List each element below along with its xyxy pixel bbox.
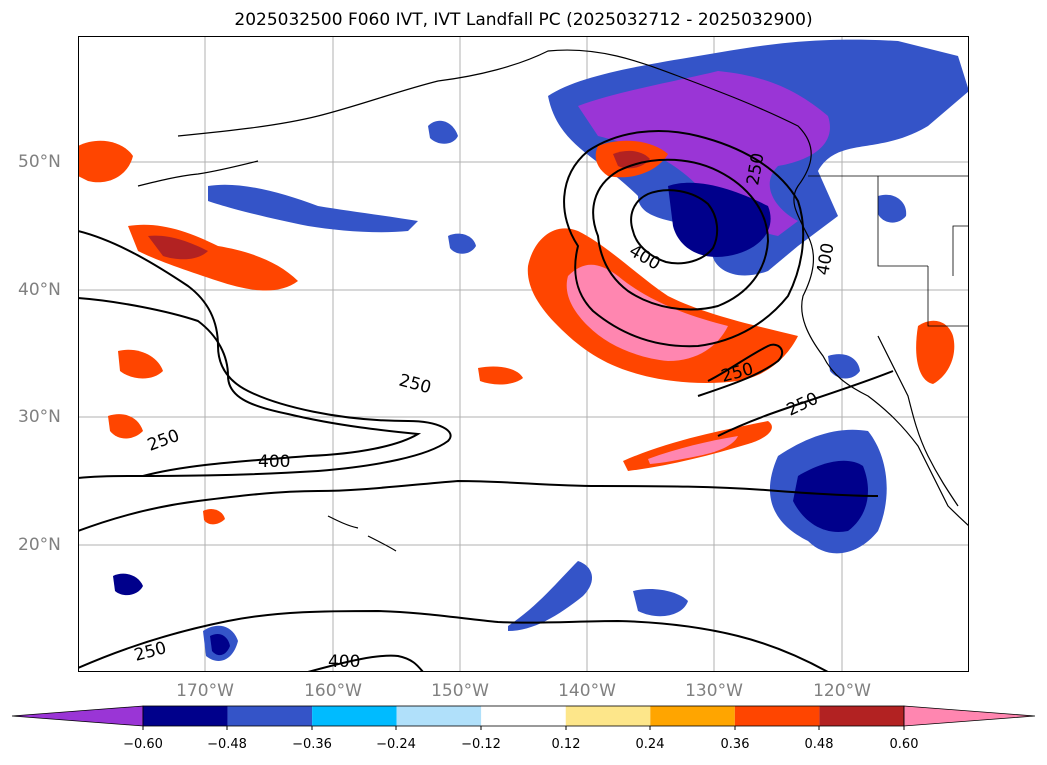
cb-label-pos024: 0.24 [635, 737, 665, 752]
small-negative-blob-1 [428, 120, 458, 144]
contour-west-250-outer [78, 230, 452, 479]
small-negative-blob-2 [448, 233, 476, 254]
cb-label-neg036: −0.36 [292, 737, 332, 752]
contour-gyre-outer [563, 130, 805, 348]
colorbar-border [142, 705, 905, 727]
colorbar-segments [11, 705, 1036, 727]
negative-pc-regions [113, 39, 969, 661]
colorbar-segment-3 [312, 706, 397, 726]
west-positive-blob-2 [108, 414, 143, 439]
small-negative-blob-3 [828, 354, 860, 379]
colorbar-ticks [142, 726, 905, 730]
aleutian-islands [137, 160, 259, 187]
cb-label-pos048: 0.48 [804, 737, 834, 752]
cb-label-neg060: −0.60 [123, 737, 163, 752]
nw-pacific-dark-core [148, 235, 208, 260]
far-west-positive-blob [78, 140, 133, 183]
state-border-1 [877, 176, 928, 267]
state-border-2 [927, 266, 969, 327]
colorbar-segment-8 [734, 706, 820, 726]
central-positive-blob [478, 366, 523, 385]
lon-label-140w: 140°W [558, 681, 616, 701]
state-borders [808, 175, 969, 327]
cb-label-pos060: 0.60 [889, 737, 919, 752]
lon-label-130w: 130°W [685, 681, 743, 701]
lon-label-120w: 120°W [813, 681, 871, 701]
contour-east-250 [717, 370, 894, 437]
contour-inner-250 [697, 343, 784, 397]
south-negative-blob [633, 589, 688, 617]
cb-label-pos012: 0.12 [551, 737, 581, 752]
lat-label-40n: 40°N [18, 280, 61, 300]
ivt-map: 250 400 250 400 250 400 250 250 250 400 … [78, 36, 969, 672]
atmospheric-river-core [566, 264, 728, 361]
map-border [78, 36, 969, 672]
south-central-negative-band [508, 561, 593, 631]
lat-label-20n: 20°N [18, 535, 61, 555]
contour-gyre-mid [592, 158, 770, 311]
contour-south-400 [78, 609, 829, 672]
baja-coastline [877, 335, 959, 507]
colorbar-segment-1 [143, 706, 228, 726]
subtropical-jet-core [648, 436, 738, 464]
lat-label-50n: 50°N [18, 152, 61, 172]
west-positive-blob-1 [118, 349, 163, 379]
west-negative-blob [113, 573, 143, 596]
lon-label-160w: 160°W [304, 681, 362, 701]
contour-label-400-a: 400 [258, 452, 290, 472]
state-border-3 [952, 225, 969, 276]
contour-gyre-inner [630, 189, 719, 265]
colorbar [11, 705, 1036, 730]
contour-west-400-inner [78, 297, 422, 477]
colorbar-segment-6 [565, 706, 651, 726]
lat-label-30n: 30°N [18, 407, 61, 427]
north-central-dark-core [613, 150, 650, 169]
small-positive-blob [203, 508, 225, 525]
cb-label-pos036: 0.36 [720, 737, 750, 752]
baja-positive-region [916, 320, 955, 384]
colorbar-segment-7 [650, 706, 735, 726]
map-title: 2025032500 F060 IVT, IVT Landfall PC (20… [234, 10, 813, 30]
positive-pc-regions [78, 140, 955, 525]
coastlines [137, 49, 969, 552]
ivt-contours [78, 130, 894, 672]
contour-south-400b [307, 654, 424, 672]
cb-label-neg024: −0.24 [376, 737, 416, 752]
cb-label-neg012: −0.12 [461, 737, 501, 752]
se-pacific-navy-core [793, 460, 868, 532]
lon-label-150w: 150°W [431, 681, 489, 701]
colorbar-segment-2 [227, 706, 313, 726]
hawaii-islands [327, 515, 397, 552]
southwest-navy-blob [210, 634, 230, 656]
lon-label-170w: 170°W [176, 681, 234, 701]
nw-us-purple-core [578, 71, 830, 236]
cb-label-neg048: −0.48 [207, 737, 247, 752]
colorbar-segment-4 [396, 706, 482, 726]
nw-us-navy-patch [668, 182, 771, 257]
colorbar-extend-min [11, 705, 144, 727]
colorbar-segment-5 [481, 706, 566, 726]
alaska-coastline [177, 49, 969, 527]
small-negative-blob-4 [878, 194, 907, 223]
colorbar-segment-9 [819, 706, 904, 726]
contour-label-400-d: 400 [328, 652, 360, 672]
contour-south-250 [78, 479, 879, 532]
colorbar-extend-max [903, 705, 1036, 727]
mid-pacific-negative-band [208, 184, 418, 233]
